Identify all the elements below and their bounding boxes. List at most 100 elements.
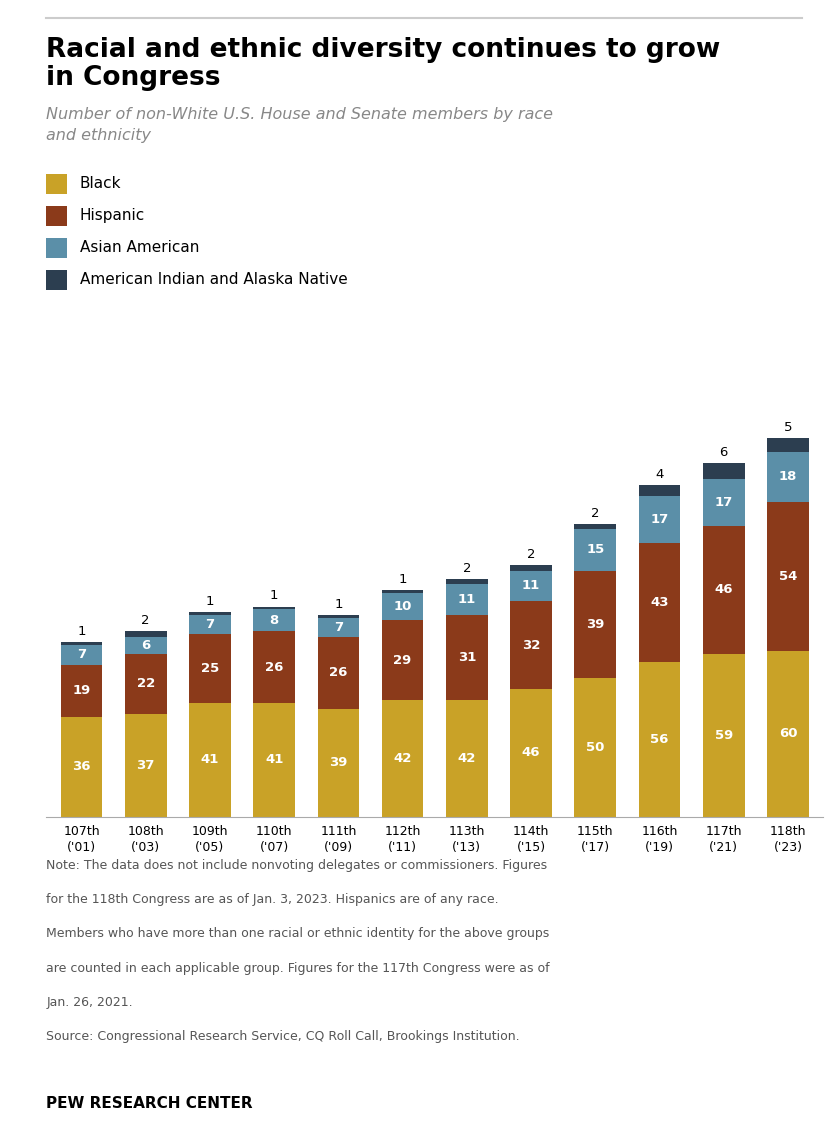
Bar bbox=[510, 571, 552, 601]
Bar bbox=[446, 700, 488, 817]
Text: 8: 8 bbox=[270, 614, 279, 627]
Bar bbox=[189, 614, 231, 634]
Bar bbox=[703, 653, 744, 817]
Bar bbox=[125, 653, 166, 714]
Text: 59: 59 bbox=[715, 729, 732, 741]
Text: American Indian and Alaska Native: American Indian and Alaska Native bbox=[80, 272, 348, 288]
Text: Hispanic: Hispanic bbox=[80, 208, 145, 224]
Text: 1: 1 bbox=[270, 589, 278, 603]
Text: in Congress: in Congress bbox=[46, 65, 221, 91]
Text: Note: The data does not include nonvoting delegates or commissioners. Figures: Note: The data does not include nonvotin… bbox=[46, 859, 548, 871]
Text: 41: 41 bbox=[265, 754, 283, 766]
Bar bbox=[254, 632, 295, 703]
Text: 7: 7 bbox=[333, 621, 343, 634]
Bar bbox=[446, 614, 488, 700]
Text: 36: 36 bbox=[72, 761, 91, 773]
Bar bbox=[575, 678, 616, 817]
Text: 39: 39 bbox=[329, 756, 348, 770]
Bar bbox=[638, 542, 680, 662]
Bar bbox=[254, 610, 295, 632]
Text: 1: 1 bbox=[77, 626, 86, 638]
Bar bbox=[189, 703, 231, 817]
Bar bbox=[381, 700, 423, 817]
Bar bbox=[125, 632, 166, 637]
Text: 50: 50 bbox=[586, 741, 605, 754]
Text: 22: 22 bbox=[137, 677, 155, 691]
Text: 42: 42 bbox=[458, 753, 476, 765]
Bar bbox=[638, 662, 680, 817]
Text: 41: 41 bbox=[201, 754, 219, 766]
Bar bbox=[189, 612, 231, 614]
Bar bbox=[254, 703, 295, 817]
Text: 56: 56 bbox=[650, 733, 669, 746]
Text: 2: 2 bbox=[141, 614, 150, 627]
Bar bbox=[60, 643, 102, 645]
Text: are counted in each applicable group. Figures for the 117th Congress were as of: are counted in each applicable group. Fi… bbox=[46, 962, 550, 974]
Bar bbox=[318, 618, 360, 637]
Bar bbox=[703, 463, 744, 480]
Text: Number of non-White U.S. House and Senate members by race
and ethnicity: Number of non-White U.S. House and Senat… bbox=[46, 107, 554, 144]
Text: 4: 4 bbox=[655, 468, 664, 481]
Bar bbox=[510, 601, 552, 690]
Bar bbox=[60, 717, 102, 817]
Bar bbox=[381, 593, 423, 620]
Text: 17: 17 bbox=[650, 513, 669, 526]
Bar bbox=[125, 714, 166, 817]
Text: 46: 46 bbox=[714, 584, 733, 596]
Text: Jan. 26, 2021.: Jan. 26, 2021. bbox=[46, 996, 133, 1008]
Text: 10: 10 bbox=[393, 600, 412, 613]
Text: 26: 26 bbox=[329, 667, 348, 679]
Bar bbox=[510, 690, 552, 817]
Text: 6: 6 bbox=[720, 445, 727, 459]
Bar bbox=[446, 579, 488, 585]
Bar bbox=[703, 480, 744, 526]
Text: 43: 43 bbox=[650, 596, 669, 609]
Bar bbox=[703, 526, 744, 653]
Bar bbox=[254, 606, 295, 610]
Text: 1: 1 bbox=[206, 595, 214, 608]
Bar bbox=[767, 651, 809, 817]
Text: Black: Black bbox=[80, 176, 121, 192]
Text: 7: 7 bbox=[77, 649, 86, 661]
Text: 42: 42 bbox=[393, 753, 412, 765]
Text: 18: 18 bbox=[779, 471, 797, 483]
Bar bbox=[638, 485, 680, 496]
Bar bbox=[381, 620, 423, 700]
Text: 26: 26 bbox=[265, 661, 283, 674]
Text: 17: 17 bbox=[715, 497, 732, 509]
Text: PEW RESEARCH CENTER: PEW RESEARCH CENTER bbox=[46, 1096, 253, 1111]
Bar bbox=[767, 452, 809, 501]
Text: 6: 6 bbox=[141, 638, 150, 652]
Bar bbox=[767, 501, 809, 651]
Bar bbox=[575, 524, 616, 529]
Text: 11: 11 bbox=[522, 579, 540, 593]
Text: 39: 39 bbox=[586, 618, 605, 632]
Bar bbox=[446, 585, 488, 614]
Bar bbox=[575, 529, 616, 571]
Bar bbox=[767, 439, 809, 452]
Bar bbox=[60, 665, 102, 717]
Text: 29: 29 bbox=[393, 654, 412, 667]
Text: 5: 5 bbox=[784, 421, 792, 434]
Bar bbox=[318, 637, 360, 709]
Text: 11: 11 bbox=[458, 593, 476, 606]
Text: 54: 54 bbox=[779, 570, 797, 582]
Bar bbox=[575, 571, 616, 678]
Bar bbox=[510, 565, 552, 571]
Bar bbox=[125, 637, 166, 653]
Text: 19: 19 bbox=[72, 684, 91, 698]
Text: Asian American: Asian American bbox=[80, 240, 199, 256]
Text: 1: 1 bbox=[398, 573, 407, 586]
Text: 60: 60 bbox=[779, 727, 797, 740]
Text: 31: 31 bbox=[458, 651, 476, 665]
Text: 25: 25 bbox=[201, 662, 219, 675]
Text: 7: 7 bbox=[206, 618, 214, 632]
Text: 37: 37 bbox=[137, 759, 155, 772]
Bar bbox=[318, 709, 360, 817]
Text: Source: Congressional Research Service, CQ Roll Call, Brookings Institution.: Source: Congressional Research Service, … bbox=[46, 1030, 520, 1043]
Text: Members who have more than one racial or ethnic identity for the above groups: Members who have more than one racial or… bbox=[46, 927, 549, 940]
Text: 1: 1 bbox=[334, 597, 343, 611]
Text: 2: 2 bbox=[527, 548, 535, 561]
Bar bbox=[638, 496, 680, 542]
Text: Racial and ethnic diversity continues to grow: Racial and ethnic diversity continues to… bbox=[46, 37, 721, 63]
